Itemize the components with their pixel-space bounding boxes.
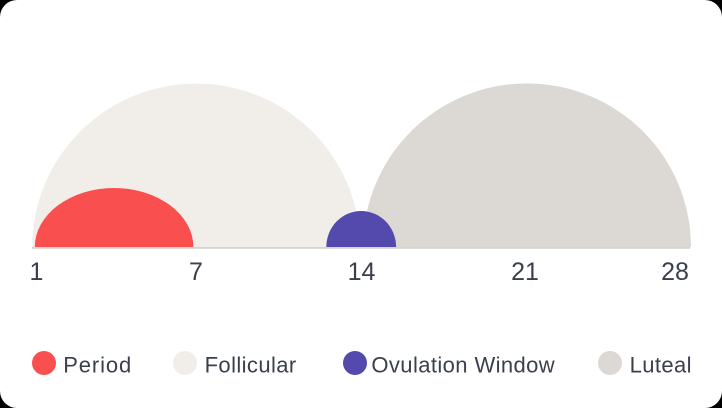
svg-text:Luteal: Luteal [630,353,692,378]
svg-text:Ovulation Window: Ovulation Window [371,353,555,378]
svg-text:Follicular: Follicular [205,353,297,378]
svg-text:1: 1 [30,258,44,286]
svg-text:Period: Period [63,353,132,378]
svg-text:7: 7 [189,258,203,286]
svg-text:28: 28 [661,258,689,286]
svg-text:21: 21 [511,258,539,286]
svg-text:14: 14 [348,258,376,286]
